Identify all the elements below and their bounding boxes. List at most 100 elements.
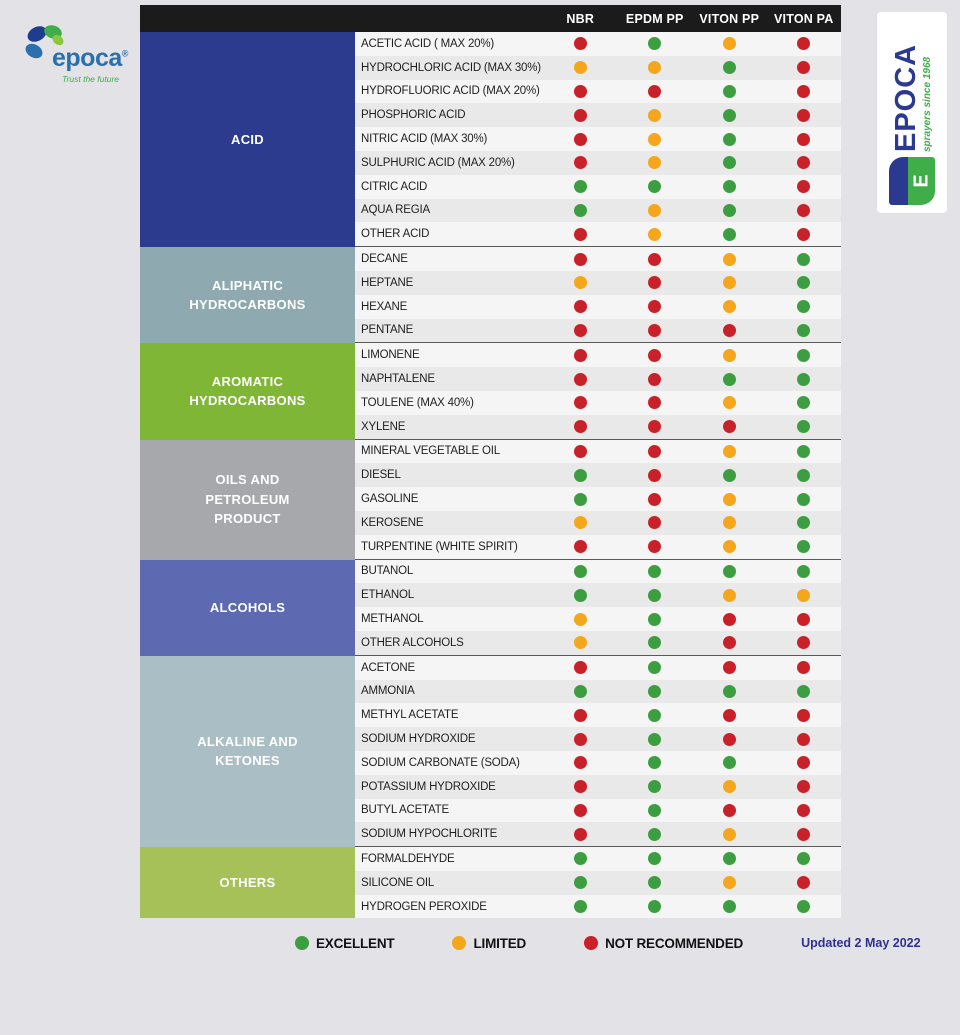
rating-dot-excellent	[797, 468, 811, 482]
table-row: SODIUM HYPOCHLORITE	[355, 822, 842, 847]
table-row: PHOSPHORIC ACID	[355, 103, 842, 128]
rating-dot-not-recommended	[573, 348, 587, 362]
table-header: NBR EPDM PP VITON PP VITON PA	[140, 5, 841, 32]
rating-dot-excellent	[648, 636, 662, 650]
rating-dot-limited	[722, 492, 736, 506]
rating-dot-limited	[722, 588, 736, 602]
rating-dot-not-recommended	[797, 180, 811, 194]
rating-cell	[692, 295, 767, 319]
rating-cell	[767, 895, 842, 919]
table-row: XYLENE	[355, 414, 842, 439]
rating-cell	[543, 631, 618, 655]
rating-dot-excellent	[797, 372, 811, 386]
group-label: AROMATIC HYDROCARBONS	[140, 343, 355, 440]
chemical-name: TURPENTINE (WHITE SPIRIT)	[361, 540, 518, 553]
rating-dot-limited	[722, 252, 736, 266]
rating-cell	[543, 222, 618, 246]
rating-dot-limited	[722, 276, 736, 290]
chemical-name: BUTANOL	[361, 565, 414, 578]
rating-cell	[543, 151, 618, 175]
chemical-name: SODIUM HYDROXIDE	[361, 733, 476, 745]
table-row: AMMONIA	[355, 679, 841, 704]
rating-cell	[618, 871, 693, 895]
rating-dot-excellent	[648, 180, 662, 194]
rating-cell	[543, 656, 618, 680]
rating-dot-excellent	[648, 852, 662, 866]
rating-cell	[543, 560, 618, 584]
clover-leaf-icon	[25, 25, 64, 59]
table-row: NITRIC ACID (MAX 30%)	[355, 127, 841, 151]
rating-cell	[692, 103, 767, 127]
group-rows: BUTANOL ETHANOL METHANOL OTHER ALCOHOLS	[355, 559, 841, 656]
rating-dot-excellent	[722, 564, 736, 578]
rating-dot-not-recommended	[648, 396, 662, 410]
chemical-name: METHANOL	[361, 613, 424, 626]
rating-cell	[767, 151, 842, 175]
table-row: METHANOL	[355, 607, 841, 631]
rating-cell	[543, 703, 618, 727]
rating-dot-limited	[722, 540, 736, 554]
rating-cell	[543, 343, 618, 367]
rating-cell	[543, 175, 618, 199]
table-row: SULPHURIC ACID (MAX 20%)	[355, 150, 842, 175]
rating-cell	[543, 80, 618, 104]
rating-cell	[767, 415, 842, 439]
rating-cell	[618, 127, 693, 151]
rating-dot-not-recommended	[797, 61, 811, 75]
legend-dot-excellent	[295, 936, 309, 950]
rating-dot-not-recommended	[573, 756, 587, 770]
chemical-name: NITRIC ACID (MAX 30%)	[361, 133, 488, 146]
table-row: KEROSENE	[355, 510, 841, 535]
rating-dot-not-recommended	[797, 37, 811, 51]
rating-dot-excellent	[722, 756, 736, 770]
table-row: GASOLINE	[355, 487, 841, 511]
rating-dot-excellent	[797, 420, 811, 434]
rating-cell	[692, 560, 767, 584]
rating-dot-excellent	[797, 492, 811, 506]
rating-cell	[767, 319, 842, 343]
rating-cell	[618, 631, 693, 655]
rating-dot-excellent	[648, 684, 662, 698]
rating-dot-limited	[573, 516, 587, 530]
rating-dot-limited	[573, 276, 587, 290]
chemical-name: BUTYL ACETATE	[361, 804, 449, 817]
rating-dot-excellent	[797, 516, 811, 530]
rating-dot-limited	[722, 516, 736, 530]
rating-dot-not-recommended	[573, 372, 587, 386]
chemical-name: SODIUM CARBONATE (SODA)	[361, 756, 520, 769]
rating-cell	[618, 583, 693, 607]
group-rows: MINERAL VEGETABLE OIL DIESEL GASOLINE KEROS…	[355, 439, 842, 560]
rating-cell	[543, 56, 618, 80]
rating-cell	[767, 103, 842, 127]
rating-dot-excellent	[797, 276, 811, 290]
rating-cell	[618, 222, 693, 246]
rating-dot-limited	[722, 827, 736, 841]
rating-dot-limited	[648, 132, 662, 146]
rating-cell	[767, 751, 842, 775]
rating-cell	[692, 32, 767, 56]
rating-cell	[767, 822, 842, 846]
rating-cell	[767, 440, 842, 464]
rating-cell	[692, 271, 767, 295]
rating-dot-excellent	[797, 252, 811, 266]
rating-cell	[692, 799, 767, 823]
rating-cell	[618, 80, 693, 104]
rating-dot-not-recommended	[722, 636, 736, 650]
rating-dot-not-recommended	[648, 276, 662, 290]
rating-dot-excellent	[722, 108, 736, 122]
rating-dot-not-recommended	[797, 203, 811, 217]
rating-cell	[767, 295, 842, 319]
rating-cell	[618, 463, 693, 487]
rating-dot-excellent	[722, 900, 736, 914]
rating-cell	[618, 151, 693, 175]
legend-dot-limited	[452, 936, 467, 950]
rating-cell	[692, 751, 767, 775]
rating-dot-excellent	[722, 203, 736, 217]
rating-dot-excellent	[648, 708, 662, 722]
table-row: ETHANOL	[355, 583, 841, 608]
rating-dot-not-recommended	[573, 444, 587, 458]
rating-dot-not-recommended	[648, 300, 662, 314]
rating-dot-excellent	[648, 612, 662, 626]
rating-cell	[692, 343, 767, 367]
table-body: ACID ACETIC ACID ( MAX 20%) HYDROCHLORIC A…	[140, 32, 842, 919]
